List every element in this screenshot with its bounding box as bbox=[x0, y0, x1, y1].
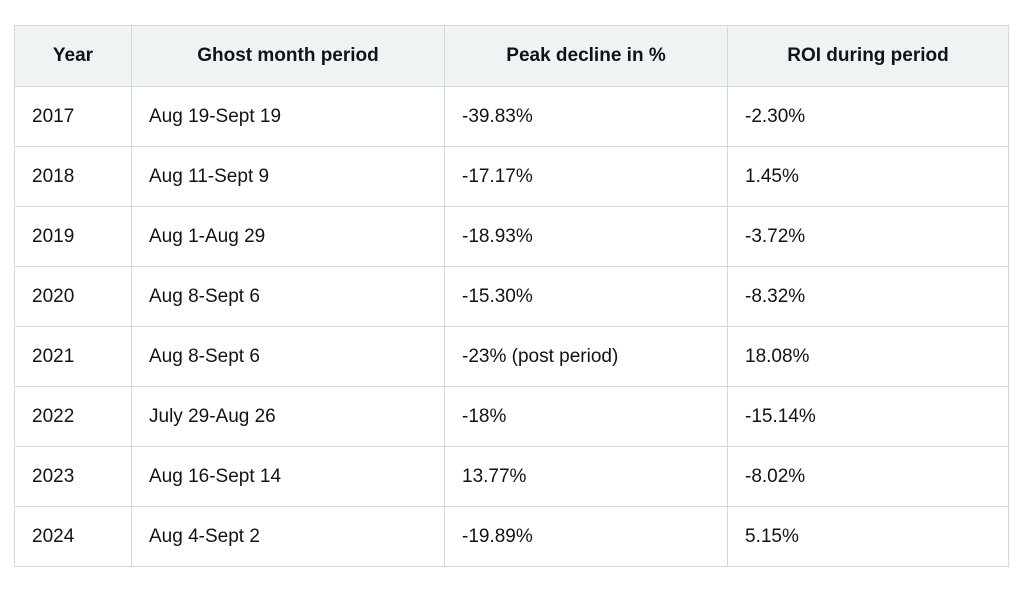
table-row: 2021 Aug 8-Sept 6 -23% (post period) 18.… bbox=[14, 326, 1009, 387]
cell-period: Aug 11-Sept 9 bbox=[131, 146, 445, 207]
cell-year: 2018 bbox=[14, 146, 132, 207]
cell-year: 2017 bbox=[14, 86, 132, 147]
cell-period: Aug 4-Sept 2 bbox=[131, 506, 445, 567]
cell-peak-decline: -39.83% bbox=[444, 86, 728, 147]
table-header: Year Ghost month period Peak decline in … bbox=[14, 25, 1009, 87]
cell-peak-decline: -19.89% bbox=[444, 506, 728, 567]
cell-period: Aug 1-Aug 29 bbox=[131, 206, 445, 267]
cell-period: Aug 19-Sept 19 bbox=[131, 86, 445, 147]
header-peak-decline: Peak decline in % bbox=[444, 25, 728, 87]
cell-period: July 29-Aug 26 bbox=[131, 386, 445, 447]
table-body: 2017 Aug 19-Sept 19 -39.83% -2.30% 2018 … bbox=[14, 86, 1009, 567]
header-year: Year bbox=[14, 25, 132, 87]
table-row: 2023 Aug 16-Sept 14 13.77% -8.02% bbox=[14, 446, 1009, 507]
table-row: 2020 Aug 8-Sept 6 -15.30% -8.32% bbox=[14, 266, 1009, 327]
cell-roi: 18.08% bbox=[727, 326, 1009, 387]
cell-period: Aug 8-Sept 6 bbox=[131, 326, 445, 387]
cell-roi: -15.14% bbox=[727, 386, 1009, 447]
cell-peak-decline: -18.93% bbox=[444, 206, 728, 267]
header-roi: ROI during period bbox=[727, 25, 1009, 87]
cell-peak-decline: -15.30% bbox=[444, 266, 728, 327]
table-row: 2017 Aug 19-Sept 19 -39.83% -2.30% bbox=[14, 86, 1009, 147]
cell-period: Aug 16-Sept 14 bbox=[131, 446, 445, 507]
cell-year: 2019 bbox=[14, 206, 132, 267]
cell-peak-decline: -17.17% bbox=[444, 146, 728, 207]
ghost-month-table: Year Ghost month period Peak decline in … bbox=[14, 25, 1009, 567]
cell-roi: 5.15% bbox=[727, 506, 1009, 567]
cell-period: Aug 8-Sept 6 bbox=[131, 266, 445, 327]
table-row: 2024 Aug 4-Sept 2 -19.89% 5.15% bbox=[14, 506, 1009, 567]
cell-year: 2023 bbox=[14, 446, 132, 507]
cell-roi: -8.02% bbox=[727, 446, 1009, 507]
cell-year: 2022 bbox=[14, 386, 132, 447]
cell-peak-decline: 13.77% bbox=[444, 446, 728, 507]
cell-year: 2021 bbox=[14, 326, 132, 387]
table-row: 2018 Aug 11-Sept 9 -17.17% 1.45% bbox=[14, 146, 1009, 207]
cell-year: 2024 bbox=[14, 506, 132, 567]
header-ghost-month-period: Ghost month period bbox=[131, 25, 445, 87]
cell-roi: -3.72% bbox=[727, 206, 1009, 267]
table-row: 2019 Aug 1-Aug 29 -18.93% -3.72% bbox=[14, 206, 1009, 267]
cell-peak-decline: -18% bbox=[444, 386, 728, 447]
cell-roi: -8.32% bbox=[727, 266, 1009, 327]
header-row: Year Ghost month period Peak decline in … bbox=[14, 25, 1009, 87]
ghost-month-table-container: Year Ghost month period Peak decline in … bbox=[14, 25, 1009, 567]
cell-year: 2020 bbox=[14, 266, 132, 327]
cell-peak-decline: -23% (post period) bbox=[444, 326, 728, 387]
cell-roi: 1.45% bbox=[727, 146, 1009, 207]
table-row: 2022 July 29-Aug 26 -18% -15.14% bbox=[14, 386, 1009, 447]
cell-roi: -2.30% bbox=[727, 86, 1009, 147]
